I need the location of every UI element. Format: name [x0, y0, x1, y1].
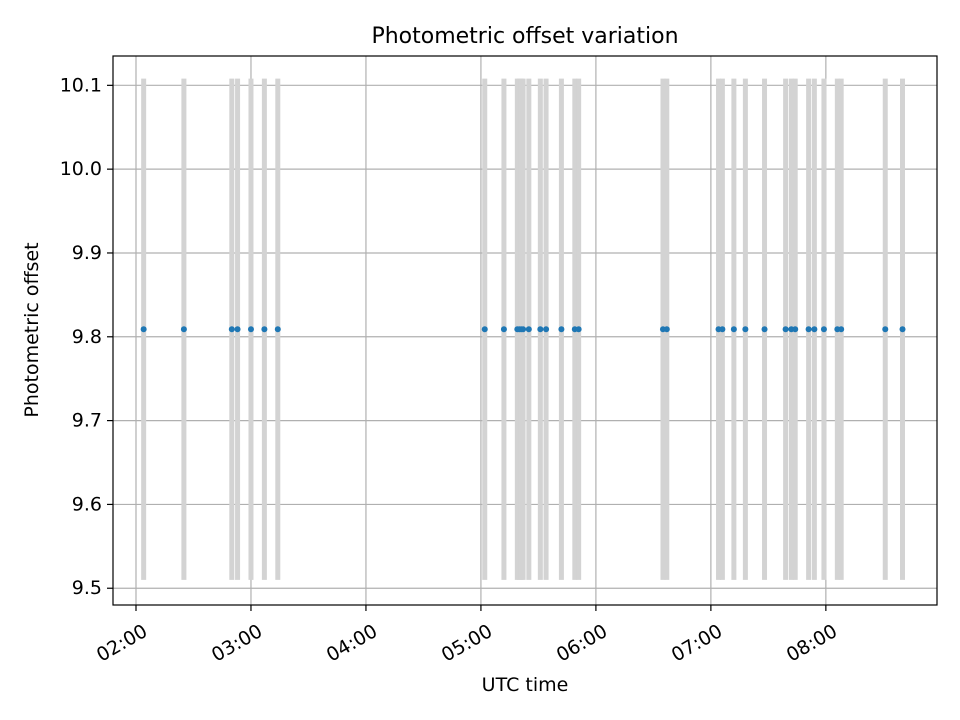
x-tick-label: 02:00 [93, 620, 151, 666]
y-tick-label: 9.7 [72, 410, 102, 432]
data-point [811, 326, 818, 333]
data-point [481, 326, 488, 333]
data-point [274, 326, 281, 333]
y-tick-label: 10.0 [60, 158, 102, 180]
data-point [537, 326, 544, 333]
data-point [782, 326, 789, 333]
data-point [520, 326, 527, 333]
data-point [899, 326, 906, 333]
plot-frame [112, 55, 938, 606]
data-point [730, 326, 737, 333]
data-point [228, 326, 235, 333]
data-point [820, 326, 827, 333]
data-point [261, 326, 268, 333]
y-tick-label: 9.9 [72, 242, 102, 264]
data-point [838, 326, 845, 333]
data-point [761, 326, 768, 333]
y-axis-ticks: 9.5 9.6 9.7 9.8 9.9 10.0 10.1 [60, 74, 113, 599]
data-point [247, 326, 254, 333]
data-point [558, 326, 565, 333]
data-point [180, 326, 187, 333]
data-point [663, 326, 670, 333]
x-axis-ticks: 02:00 03:00 04:00 05:00 06:00 07:00 08:00 [93, 605, 841, 666]
data-point [543, 326, 550, 333]
x-axis-label: UTC time [482, 674, 569, 696]
y-tick-label: 9.8 [72, 326, 102, 348]
data-point [140, 326, 147, 333]
y-tick-label: 9.5 [72, 577, 102, 599]
data-point [792, 326, 799, 333]
data-point [500, 326, 507, 333]
data-point [742, 326, 749, 333]
x-tick-label: 03:00 [208, 620, 266, 666]
data-point [575, 326, 582, 333]
x-tick-label: 05:00 [438, 620, 496, 666]
data-points [140, 326, 906, 333]
chart-title: Photometric offset variation [371, 24, 678, 49]
data-point [525, 326, 532, 333]
x-tick-label: 04:00 [323, 620, 381, 666]
x-tick-label: 06:00 [553, 620, 611, 666]
data-point [234, 326, 241, 333]
data-point [882, 326, 889, 333]
x-tick-label: 07:00 [668, 620, 726, 666]
y-tick-label: 9.6 [72, 493, 102, 515]
x-tick-label: 08:00 [783, 620, 841, 666]
y-tick-label: 10.1 [60, 74, 102, 96]
y-axis-label: Photometric offset [21, 242, 43, 417]
data-point [805, 326, 812, 333]
data-point [719, 326, 726, 333]
